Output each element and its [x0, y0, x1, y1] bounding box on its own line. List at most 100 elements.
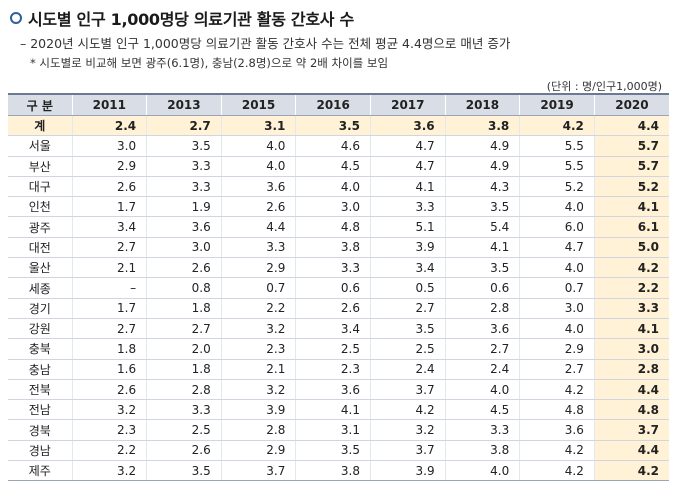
table-row: 전북 2.6 2.8 3.2 3.6 3.7 4.0 4.2 4.4	[8, 379, 669, 401]
value-cell: 2.4	[370, 359, 446, 380]
value-cell: 1.8	[146, 359, 222, 380]
region-cell: 인천	[8, 196, 72, 218]
value-cell: 4.0	[519, 318, 595, 340]
region-cell: 경기	[8, 298, 72, 319]
value-cell: 2.6	[220, 196, 296, 218]
value-cell: 2.7	[444, 338, 520, 360]
header-year: 2018	[444, 93, 520, 116]
value-cell: 4.4	[593, 379, 669, 401]
value-cell: –	[71, 277, 147, 299]
value-cell: 2.7	[71, 318, 147, 340]
header-year: 2020	[593, 93, 669, 116]
value-cell: 3.5	[146, 135, 222, 157]
value-cell: 4.7	[370, 135, 446, 157]
value-cell: 3.8	[444, 440, 520, 462]
value-cell: 4.7	[370, 156, 446, 177]
header-year: 2011	[71, 93, 147, 116]
table-row: 부산 2.9 3.3 4.0 4.5 4.7 4.9 5.5 5.7	[8, 156, 669, 177]
value-cell: 3.3	[220, 237, 296, 259]
header-year: 2019	[519, 93, 595, 116]
value-cell: 3.6	[370, 115, 446, 137]
total-row: 계 2.4 2.7 3.1 3.5 3.6 3.8 4.2 4.4	[8, 115, 669, 137]
value-cell: 3.7	[370, 379, 446, 401]
region-cell: 세종	[8, 277, 72, 299]
unit-label: (단위 : 명/인구1,000명)	[546, 80, 662, 93]
table-row: 충북 1.8 2.0 2.3 2.5 2.5 2.7 2.9 3.0	[8, 338, 669, 360]
table-row: 경기 1.7 1.8 2.2 2.6 2.7 2.8 3.0 3.3	[8, 298, 669, 319]
value-cell: 2.7	[519, 359, 595, 380]
value-cell: 0.6	[295, 277, 371, 299]
value-cell: 2.0	[146, 338, 222, 360]
value-cell: 4.0	[519, 257, 595, 279]
value-cell: 5.0	[593, 237, 669, 259]
table-row: 경북 2.3 2.5 2.8 3.1 3.2 3.3 3.6 3.7	[8, 419, 669, 441]
value-cell: 3.6	[519, 419, 595, 441]
value-cell: 3.5	[295, 440, 371, 462]
value-cell: 3.0	[71, 135, 147, 157]
value-cell: 1.7	[71, 298, 147, 319]
region-cell: 경남	[8, 440, 72, 462]
region-cell: 대전	[8, 237, 72, 259]
value-cell: 4.2	[519, 440, 595, 462]
value-cell: 2.5	[146, 419, 222, 441]
value-cell: 2.8	[146, 379, 222, 401]
value-cell: 4.0	[444, 460, 520, 482]
value-cell: 2.1	[71, 257, 147, 279]
value-cell: 2.5	[370, 338, 446, 360]
table-header-row: 구 분 2011 2013 2015 2016 2017 2018 2019 2020	[8, 93, 669, 116]
value-cell: 3.4	[71, 216, 147, 238]
value-cell: 2.6	[295, 298, 371, 319]
value-cell: 3.0	[593, 338, 669, 360]
value-cell: 2.4	[71, 115, 147, 137]
value-cell: 2.8	[444, 298, 520, 319]
value-cell: 2.7	[146, 318, 222, 340]
value-cell: 4.0	[295, 176, 371, 198]
value-cell: 3.6	[295, 379, 371, 401]
value-cell: 4.9	[444, 135, 520, 157]
value-cell: 3.6	[220, 176, 296, 198]
region-cell: 대구	[8, 176, 72, 198]
value-cell: 5.2	[593, 176, 669, 198]
value-cell: 4.8	[295, 216, 371, 238]
header-category: 구 분	[8, 93, 72, 116]
value-cell: 2.5	[295, 338, 371, 360]
value-cell: 1.7	[71, 196, 147, 218]
value-cell: 2.4	[444, 359, 520, 380]
value-cell: 2.9	[220, 440, 296, 462]
table-row: 대구 2.6 3.3 3.6 4.0 4.1 4.3 5.2 5.2	[8, 176, 669, 198]
value-cell: 3.7	[370, 440, 446, 462]
value-cell: 4.8	[593, 399, 669, 421]
value-cell: 2.2	[220, 298, 296, 319]
value-cell: 2.9	[220, 257, 296, 279]
value-cell: 0.7	[220, 277, 296, 299]
region-cell: 부산	[8, 156, 72, 177]
region-cell: 제주	[8, 460, 72, 482]
value-cell: 2.6	[71, 176, 147, 198]
value-cell: 4.0	[519, 196, 595, 218]
value-cell: 3.0	[146, 237, 222, 259]
value-cell: 5.5	[519, 135, 595, 157]
value-cell: 0.5	[370, 277, 446, 299]
title-row: 시도별 인구 1,000명당 의료기관 활동 간호사 수	[10, 6, 354, 30]
value-cell: 2.2	[593, 277, 669, 299]
table-row: 강원 2.7 2.7 3.2 3.4 3.5 3.6 4.0 4.1	[8, 318, 669, 340]
value-cell: 4.2	[519, 460, 595, 482]
value-cell: 4.2	[370, 399, 446, 421]
value-cell: 4.9	[444, 156, 520, 177]
value-cell: 3.3	[146, 399, 222, 421]
value-cell: 4.2	[593, 460, 669, 482]
value-cell: 5.7	[593, 135, 669, 157]
value-cell: 6.0	[519, 216, 595, 238]
value-cell: 2.3	[295, 359, 371, 380]
value-cell: 3.5	[444, 196, 520, 218]
value-cell: 2.1	[220, 359, 296, 380]
region-cell: 서울	[8, 135, 72, 157]
note: * 시도별로 비교해 보면 광주(6.1명), 충남(2.8명)으로 약 2배 …	[30, 56, 389, 70]
header-year: 2015	[220, 93, 296, 116]
value-cell: 5.2	[519, 176, 595, 198]
value-cell: 4.0	[220, 135, 296, 157]
value-cell: 3.3	[593, 298, 669, 319]
region-cell: 충남	[8, 359, 72, 380]
value-cell: 3.9	[220, 399, 296, 421]
value-cell: 4.1	[593, 196, 669, 218]
